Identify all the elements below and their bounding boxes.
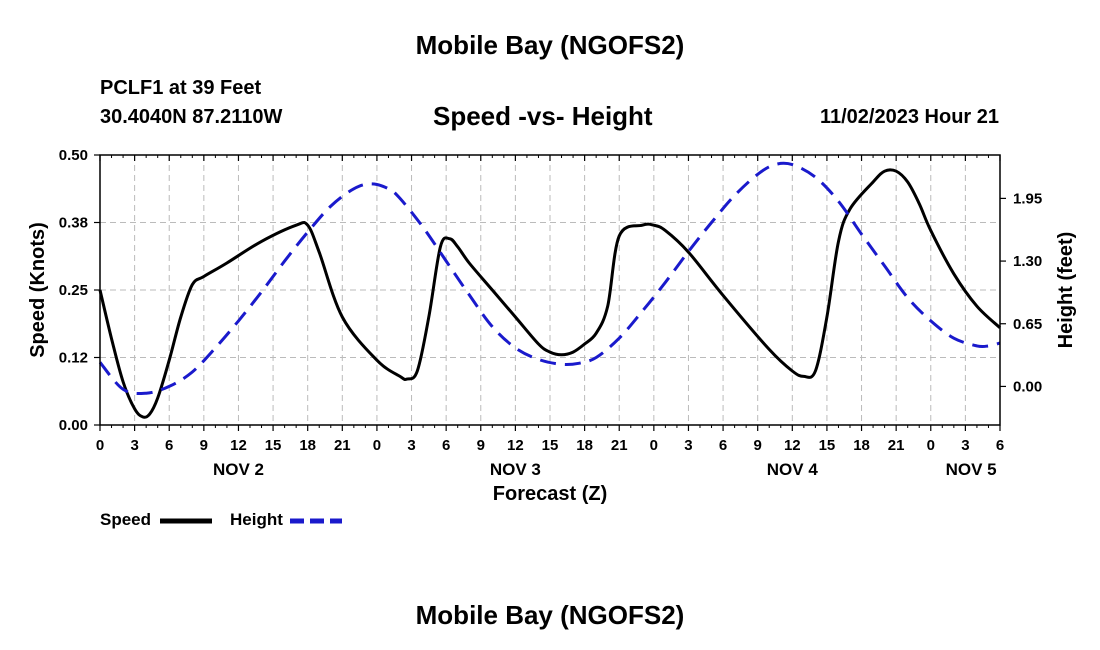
chart-title: Mobile Bay (NGOFS2) [415,30,685,60]
y2-tick-label: 1.30 [1013,253,1042,270]
y-tick-label: 0.38 [59,215,88,232]
grid-lines [100,155,1000,425]
x-tick-label: 9 [754,437,762,454]
x-tick-label: 6 [719,437,727,454]
x-tick-label: 0 [650,437,658,454]
x-tick-label: 21 [334,437,351,454]
y-tick-label: 0.50 [59,147,88,164]
x-tick-label: 3 [407,437,415,454]
y-axis-title: Speed (Knots) [27,222,49,358]
x-tick-label: 21 [611,437,628,454]
y2-tick-label: 1.95 [1013,190,1042,207]
x-tick-label: 0 [927,437,935,454]
x-tick-label: 6 [165,437,173,454]
y2-axis-title: Height (feet) [1055,232,1077,349]
x-tick-label: 6 [442,437,450,454]
x-tick-label: 6 [996,437,1004,454]
x-tick-label: 15 [265,437,282,454]
y-tick-label: 0.00 [59,417,88,434]
x-tick-label: 0 [96,437,104,454]
x-tick-label: 3 [684,437,692,454]
y2-tick-label: 0.00 [1013,378,1042,395]
forecast-datetime: 11/02/2023 Hour 21 [819,106,999,128]
y2-tick-label: 0.65 [1013,316,1042,333]
x-tick-label: 12 [784,437,801,454]
station-coordinates: 30.4040N 87.2110W [100,106,283,128]
height-series-line [98,161,1001,396]
legend-speed-label: Speed [100,510,152,529]
day-label: NOV 2 [213,460,264,479]
x-tick-label: 18 [576,437,593,454]
x-tick-label: 0 [373,437,381,454]
y-tick-label: 0.12 [59,350,88,367]
x-tick-label: 9 [477,437,485,454]
axis-layer: 0 3 6 9 12 15 18 21 0 3 6 9 12 15 18 21 0 3 6 9 12 15 18 21 0 3 6 0… [59,147,1042,479]
station-label: PCLF1 at 39 Feet [100,77,262,99]
x-tick-label: 3 [130,437,138,454]
x-tick-label: 15 [819,437,836,454]
x-tick-label: 18 [299,437,316,454]
x-tick-label: 12 [507,437,524,454]
day-label: NOV 3 [490,460,541,479]
day-label: NOV 4 [767,460,819,479]
x-tick-label: 21 [888,437,905,454]
x-tick-label: 3 [961,437,969,454]
y-tick-label: 0.25 [59,282,88,299]
x-axis-title: Forecast (Z) [493,483,607,505]
speed-series-line [98,168,1002,419]
legend-height-label: Height [230,510,283,529]
chart-subtitle: Speed -vs- Height [433,101,653,131]
day-label: NOV 5 [946,460,997,479]
x-tick-label: 9 [200,437,208,454]
x-tick-label: 18 [853,437,870,454]
x-tick-label: 12 [230,437,247,454]
x-tick-label: 15 [542,437,559,454]
footer-title: Mobile Bay (NGOFS2) [415,600,685,630]
series-layer [98,161,1002,419]
